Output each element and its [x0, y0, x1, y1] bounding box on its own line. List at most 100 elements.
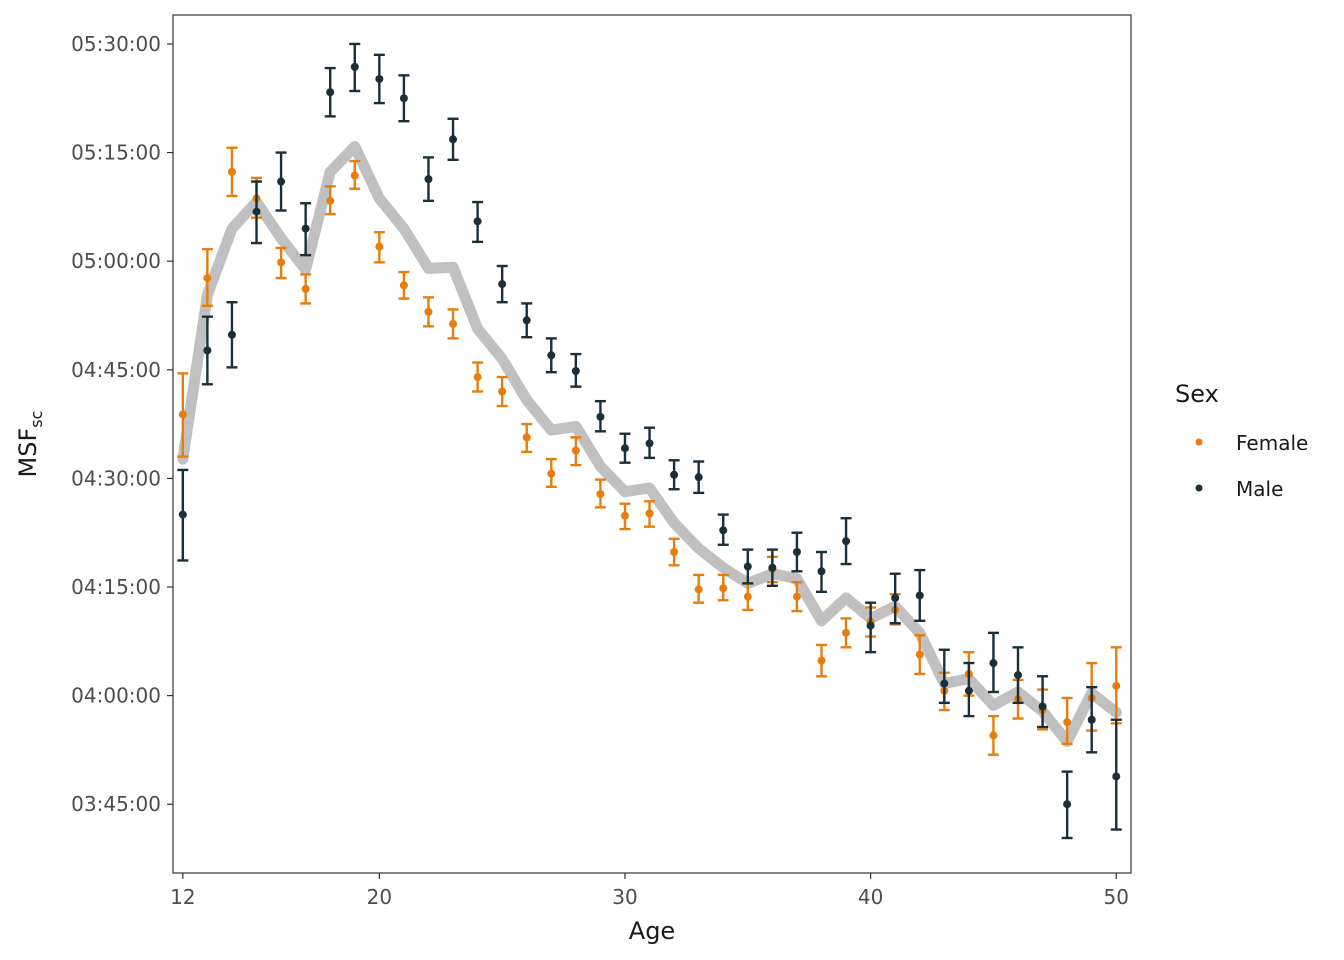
female-data-point [619, 502, 631, 531]
male-data-point [545, 337, 557, 374]
male-point [1038, 702, 1047, 711]
plot-panel-border [172, 14, 1132, 874]
y-axis: 03:45:00 04:00:00 04:15:00 04:30:00 04:45:00… [71, 32, 173, 816]
female-data-point [496, 375, 508, 408]
female-point [694, 585, 703, 594]
male-point [1014, 671, 1023, 680]
male-point [596, 412, 605, 421]
male-data-point [668, 459, 680, 491]
male-data-point [889, 572, 901, 625]
y-tick-label: 03:45:00 [71, 792, 161, 816]
female-point [178, 410, 187, 419]
male-point [203, 346, 212, 355]
male-data-point [201, 315, 213, 386]
female-point [989, 731, 998, 740]
male-point [620, 444, 629, 453]
female-data-point [1061, 696, 1073, 746]
male-data-point [693, 460, 705, 495]
male-point [866, 621, 875, 630]
male-point [1112, 772, 1121, 781]
female-data-point [177, 372, 189, 458]
y-tick-label: 05:00:00 [71, 249, 161, 273]
male-data-point [1110, 718, 1122, 831]
male-data-point [840, 517, 852, 566]
female-data-point [987, 714, 999, 756]
y-tick-label: 04:00:00 [71, 684, 161, 708]
male-data-point [742, 548, 754, 585]
female-point [375, 242, 384, 251]
male-point [694, 473, 703, 482]
y-tick-label: 04:15:00 [71, 575, 161, 599]
male-data-point [275, 151, 287, 212]
male-point [498, 280, 507, 289]
x-tick-label: 40 [858, 885, 883, 909]
male-point [1087, 715, 1096, 724]
male-data-point [594, 399, 606, 433]
y-axis-title: MSFsc [14, 411, 46, 478]
female-point [915, 650, 924, 659]
male-point [522, 316, 531, 325]
male-point [375, 74, 384, 83]
male-data-point [644, 426, 656, 460]
male-point [178, 510, 187, 519]
male-data-point [717, 513, 729, 546]
male-data-point [496, 264, 508, 304]
male-point [792, 548, 801, 557]
female-point [842, 628, 851, 637]
male-data-point [987, 631, 999, 694]
male-data-point [938, 648, 950, 705]
female-point [645, 509, 654, 518]
legend-label-male: Male [1236, 477, 1283, 501]
male-point [842, 537, 851, 546]
female-data-point [594, 478, 606, 509]
male-data-point [963, 661, 975, 718]
trend-line [177, 141, 1122, 747]
female-point [620, 511, 629, 520]
male-data-point [398, 74, 410, 123]
female-point [498, 387, 507, 396]
female-point [1063, 718, 1072, 727]
male-point [350, 62, 359, 71]
legend: Sex Female Male [1175, 380, 1308, 501]
female-data-point [422, 296, 434, 328]
male-point [1063, 800, 1072, 809]
male-data-point [447, 117, 459, 162]
female-data-point [914, 634, 926, 676]
female-data-point [275, 246, 287, 280]
x-tick-label: 50 [1104, 885, 1129, 909]
female-point [817, 656, 826, 665]
female-data-point [815, 643, 827, 678]
female-data-point [668, 537, 680, 567]
female-point [301, 284, 310, 293]
male-data-point [1086, 685, 1098, 754]
male-point [817, 567, 826, 576]
female-point [670, 548, 679, 557]
female-point [350, 171, 359, 180]
female-data-point [373, 231, 385, 264]
male-point [326, 88, 335, 97]
male-point [277, 177, 286, 186]
female-data-point [447, 308, 459, 340]
male-data-point [865, 601, 877, 654]
male-data-point [570, 352, 582, 388]
male-data-point [177, 468, 189, 562]
male-data-point [1012, 646, 1024, 705]
male-point [940, 679, 949, 688]
male-data-point [766, 548, 778, 587]
female-data-point [545, 457, 557, 489]
x-tick-label: 12 [170, 885, 195, 909]
male-data-point [349, 42, 361, 93]
x-tick-label: 30 [612, 885, 637, 909]
y-tick-label: 04:45:00 [71, 358, 161, 382]
female-data-point [398, 270, 410, 300]
female-data-point [791, 580, 803, 613]
legend-key-female [1195, 438, 1203, 446]
male-point [399, 94, 408, 103]
male-point [891, 593, 900, 602]
female-point [227, 167, 236, 176]
y-tick-label: 04:30:00 [71, 466, 161, 490]
male-point [989, 659, 998, 668]
male-point [768, 563, 777, 572]
female-point [571, 446, 580, 455]
